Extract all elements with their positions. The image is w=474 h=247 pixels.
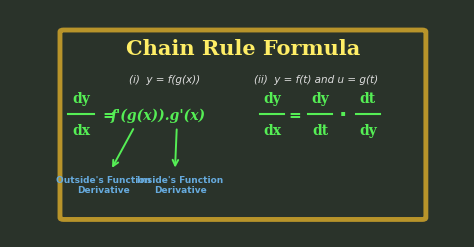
Text: dt: dt [360,92,376,106]
Text: dy: dy [264,92,281,106]
Text: dx: dx [264,124,281,138]
Text: Chain Rule Formula: Chain Rule Formula [126,39,360,59]
Text: dt: dt [312,124,328,138]
Text: Outside's Function
Derivative: Outside's Function Derivative [56,176,151,195]
Text: ·: · [338,105,347,125]
Text: f'(g(x)).g'(x): f'(g(x)).g'(x) [111,108,206,123]
Text: =: = [102,108,115,123]
Text: =: = [289,108,301,123]
Text: dx: dx [73,124,90,138]
Text: dy: dy [311,92,329,106]
Text: Inside's Function
Derivative: Inside's Function Derivative [137,176,224,195]
Text: dy: dy [359,124,377,138]
Text: dy: dy [73,92,90,106]
Text: (ii)  y = f(t) and u = g(t): (ii) y = f(t) and u = g(t) [254,75,378,85]
Text: (i)  y = f(g(x)): (i) y = f(g(x)) [129,75,200,85]
